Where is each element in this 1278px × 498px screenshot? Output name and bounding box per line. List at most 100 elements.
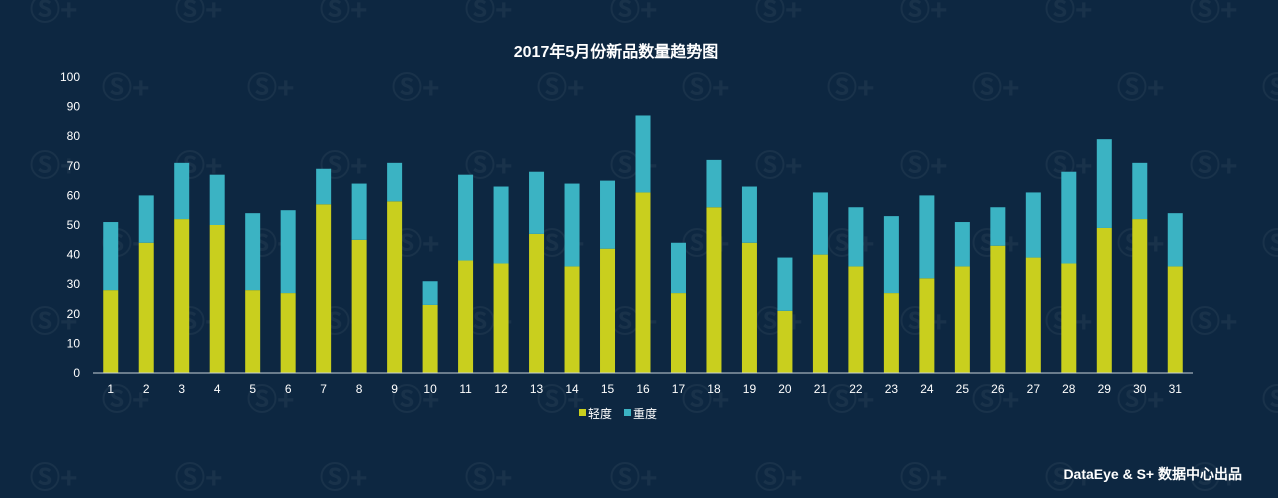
y-tick-label: 0 (73, 366, 80, 380)
bar-light (387, 201, 403, 373)
watermark-logo-icon: Ⓢ+ (610, 0, 658, 27)
bar-light (1096, 227, 1112, 373)
watermark-logo-icon: Ⓢ+ (320, 0, 368, 27)
chart-title: 2017年5月份新品数量趋势图 (514, 42, 719, 61)
watermark-logo-icon: Ⓢ+ (1262, 72, 1278, 105)
x-tick-label: 3 (178, 382, 185, 396)
watermark-logo-icon: Ⓢ+ (972, 384, 1020, 417)
watermark-logo-icon: Ⓢ+ (1262, 228, 1278, 261)
bar-heavy (458, 174, 474, 261)
bar-heavy (351, 183, 367, 240)
bar-heavy (564, 183, 580, 267)
bar-light (1025, 257, 1041, 373)
watermark-logo-icon: Ⓢ+ (755, 150, 803, 183)
watermark-logo-icon: Ⓢ+ (30, 306, 78, 339)
watermark-logo-icon: Ⓢ+ (900, 462, 948, 495)
bar-heavy (635, 115, 651, 193)
x-tick-label: 27 (1027, 382, 1041, 396)
bar-light (741, 242, 757, 373)
y-tick-label: 80 (67, 129, 81, 143)
x-tick-label: 2 (143, 382, 150, 396)
x-tick-label: 8 (356, 382, 363, 396)
x-tick-label: 6 (285, 382, 292, 396)
footer-credit: DataEye & S+ 数据中心出品 (1063, 466, 1242, 482)
x-tick-label: 29 (1098, 382, 1112, 396)
watermark-logo-icon: Ⓢ+ (30, 150, 78, 183)
legend-label: 轻度 (588, 406, 612, 421)
bar-heavy (138, 195, 154, 243)
bar-light (883, 293, 899, 373)
watermark-logo-icon: Ⓢ+ (900, 150, 948, 183)
bar-light (529, 233, 545, 373)
bar-heavy (103, 222, 119, 291)
watermark-logo-icon: Ⓢ+ (827, 384, 875, 417)
bar-heavy (812, 192, 828, 255)
x-tick-label: 21 (814, 382, 828, 396)
x-tick-label: 18 (707, 382, 721, 396)
watermark-logo-icon: Ⓢ+ (1190, 306, 1238, 339)
bar-light (103, 290, 119, 373)
bar-light (209, 225, 225, 373)
y-axis: 0 10 20 30 40 50 60 70 80 90 100 (60, 70, 80, 380)
x-tick-label: 22 (849, 382, 863, 396)
watermark-logo-icon: Ⓢ+ (755, 0, 803, 27)
watermark-logo-icon: Ⓢ+ (102, 384, 150, 417)
bar-heavy (741, 186, 757, 243)
watermark-logo-icon: Ⓢ+ (392, 384, 440, 417)
watermark-logo-icon: Ⓢ+ (900, 0, 948, 27)
y-tick-label: 90 (67, 100, 81, 114)
x-tick-label: 31 (1169, 382, 1183, 396)
x-axis: 1 2 3 4 5 6 7 8 9 10 11 12 13 14 15 16 17 18 19 20 21 22 23 24 2… (107, 382, 1182, 396)
legend: 轻度 重度 (579, 406, 657, 421)
bar-heavy (245, 213, 261, 291)
bar-heavy (600, 180, 616, 249)
watermark-logo-icon: Ⓢ+ (175, 462, 223, 495)
x-tick-label: 9 (391, 382, 398, 396)
x-tick-label: 5 (249, 382, 256, 396)
watermark-logo-icon: Ⓢ+ (682, 384, 730, 417)
watermark-logo-icon: Ⓢ+ (682, 228, 730, 261)
bar-heavy (209, 174, 225, 225)
x-tick-label: 25 (956, 382, 970, 396)
x-tick-label: 17 (672, 382, 686, 396)
bar-light (777, 310, 793, 373)
x-tick-label: 4 (214, 382, 221, 396)
y-tick-label: 20 (67, 307, 81, 321)
x-tick-label: 30 (1133, 382, 1147, 396)
watermark-logo-icon: Ⓢ+ (175, 0, 223, 27)
y-tick-label: 70 (67, 159, 81, 173)
watermark-logo-icon: Ⓢ+ (1190, 0, 1238, 27)
x-tick-label: 19 (743, 382, 757, 396)
x-tick-label: 15 (601, 382, 615, 396)
bar-light (954, 266, 970, 373)
watermark-logo-icon: Ⓢ+ (682, 72, 730, 105)
x-tick-label: 16 (636, 382, 650, 396)
watermark-logo-icon: Ⓢ+ (102, 72, 150, 105)
bar-heavy (954, 222, 970, 267)
watermark-logo-icon: Ⓢ+ (247, 72, 295, 105)
watermark-logo-icon: Ⓢ+ (537, 72, 585, 105)
bar-light (919, 278, 935, 373)
bar-heavy (919, 195, 935, 279)
x-tick-label: 13 (530, 382, 544, 396)
bar-light (812, 254, 828, 373)
bar-heavy (493, 186, 509, 264)
bar-heavy (848, 207, 864, 267)
watermark-logo-icon: Ⓢ+ (30, 462, 78, 495)
bar-light (316, 204, 332, 373)
bar-heavy (990, 207, 1006, 246)
y-tick-label: 50 (67, 218, 81, 232)
watermark-logo-icon: Ⓢ+ (827, 72, 875, 105)
x-tick-label: 12 (494, 382, 508, 396)
bar-heavy (529, 171, 545, 234)
x-tick-label: 7 (320, 382, 327, 396)
bar-light (458, 260, 474, 373)
bar-light (422, 304, 438, 373)
bar-heavy (1025, 192, 1041, 258)
bar-light (670, 293, 686, 373)
watermark-logo-icon: Ⓢ+ (320, 462, 368, 495)
bar-light (1061, 263, 1077, 373)
legend-swatch (624, 409, 631, 416)
